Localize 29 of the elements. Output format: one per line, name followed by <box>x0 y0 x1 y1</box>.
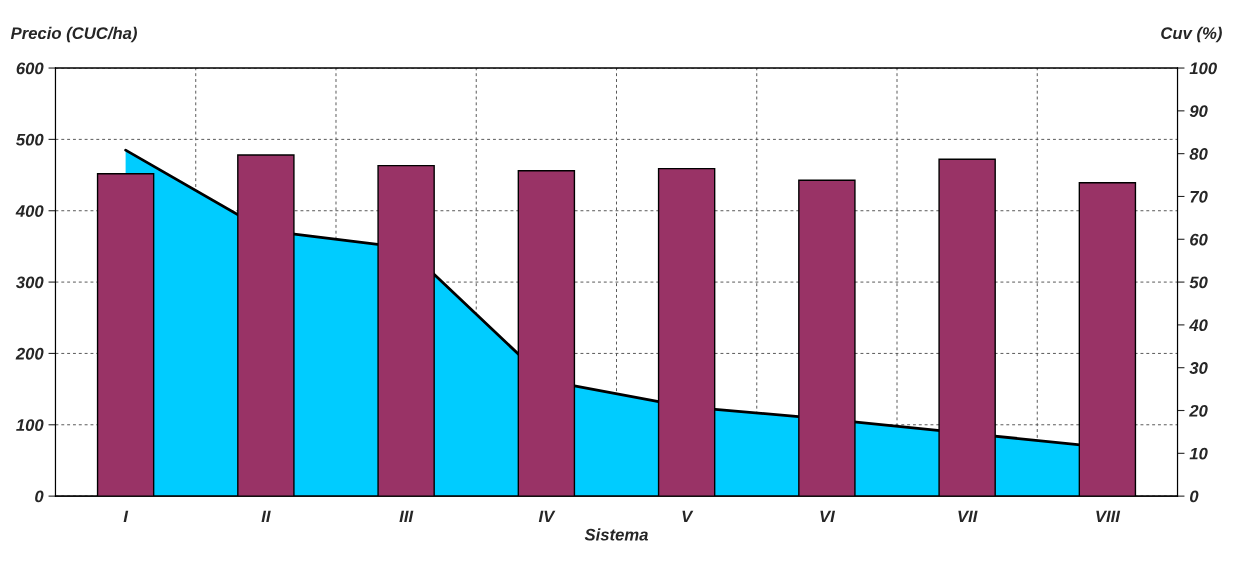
y-tick-label: 200 <box>15 347 44 360</box>
y2-tick-label: 90 <box>1189 105 1208 118</box>
y-axis-title: Precio (CUC/ha) <box>10 26 137 43</box>
y2-tick-label: 50 <box>1189 276 1208 289</box>
x-tick-label: V <box>682 510 694 523</box>
y-tick-label: 400 <box>15 205 44 217</box>
y-tick-label: 0 <box>35 490 44 503</box>
y2-tick-label: 0 <box>1190 490 1199 503</box>
x-tick-label: VII <box>958 510 978 523</box>
y2-tick-label: 20 <box>1189 404 1208 417</box>
y2-tick-label: 80 <box>1189 148 1208 160</box>
y2-tick-label: 10 <box>1189 447 1208 460</box>
x-axis-title: Sistema <box>584 528 648 541</box>
y-tick-label: 300 <box>16 276 44 289</box>
x-tick-label: VIII <box>1096 510 1121 523</box>
y2-tick-label: 70 <box>1190 190 1208 203</box>
y2-axis-title: Cuv (%) <box>1161 26 1222 43</box>
y2-tick-label: 30 <box>1189 362 1208 374</box>
y-tick-label: 500 <box>16 133 44 146</box>
y2-tick-label: 60 <box>1190 233 1208 246</box>
x-tick-label: II <box>261 510 271 523</box>
y2-tick-label: 40 <box>1189 319 1208 332</box>
y-tick-label: 600 <box>16 62 44 75</box>
x-tick-label: I <box>123 510 129 523</box>
x-tick-label: III <box>399 510 414 523</box>
x-tick-label: IV <box>538 510 556 523</box>
y2-tick-label: 100 <box>1189 62 1217 75</box>
x-tick-label: VI <box>820 510 836 523</box>
y-tick-label: 100 <box>16 419 44 431</box>
